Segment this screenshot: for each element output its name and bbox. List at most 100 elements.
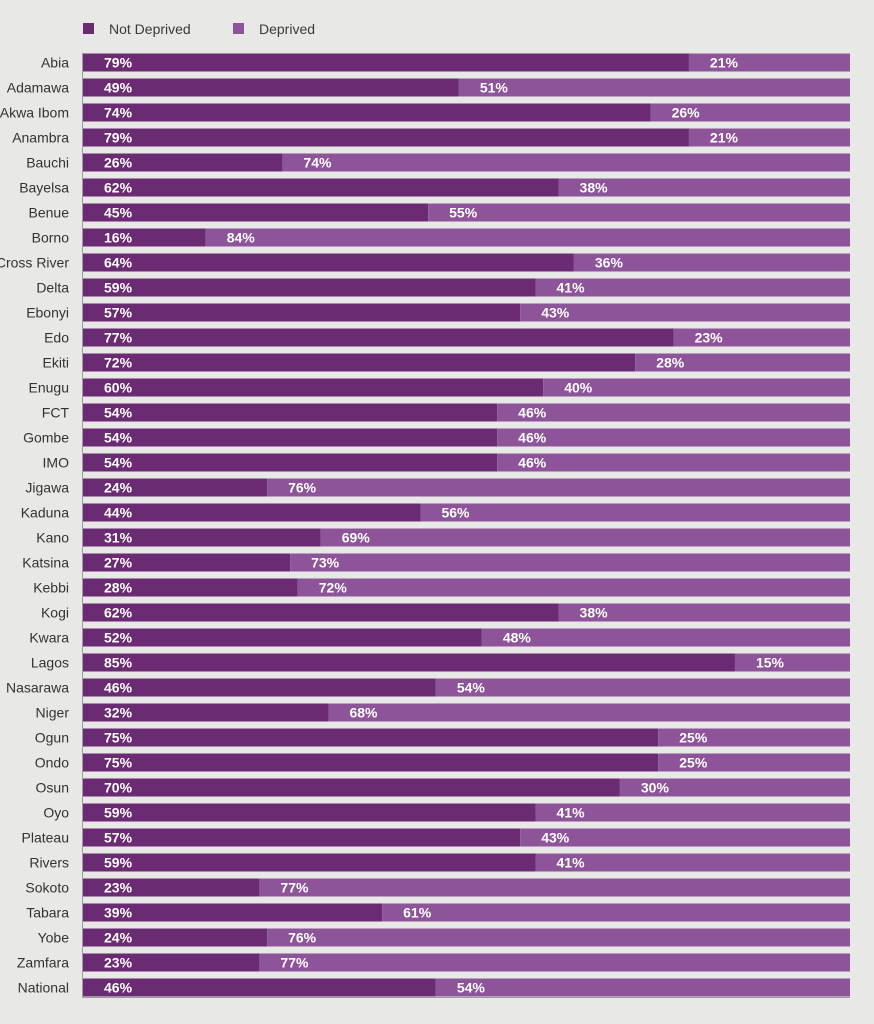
bar-deprived-kwara xyxy=(481,628,850,647)
value-label-not-deprived-zamfara: 23% xyxy=(104,955,133,971)
bar-deprived-edo xyxy=(673,328,850,347)
value-label-not-deprived-borno: 16% xyxy=(104,230,133,246)
legend-swatch-not-deprived xyxy=(83,23,94,34)
value-label-not-deprived-benue: 45% xyxy=(104,205,133,221)
category-label-ondo: Ondo xyxy=(35,755,69,771)
value-label-not-deprived-enugu: 60% xyxy=(104,380,133,396)
value-label-not-deprived-kebbi: 28% xyxy=(104,580,133,596)
value-label-not-deprived-ebonyi: 57% xyxy=(104,305,133,321)
legend: Not Deprived Deprived xyxy=(83,21,315,37)
value-label-not-deprived-imo: 54% xyxy=(104,455,133,471)
value-label-deprived-kogi: 38% xyxy=(580,605,609,621)
bar-deprived-akwa-ibom xyxy=(650,103,850,122)
value-label-deprived-ogun: 25% xyxy=(679,730,708,746)
value-label-not-deprived-niger: 32% xyxy=(104,705,133,721)
bar-deprived-borno xyxy=(205,228,851,247)
category-label-katsina: Katsina xyxy=(22,555,69,571)
bar-not-deprived-abia xyxy=(83,53,689,72)
value-label-not-deprived-delta: 59% xyxy=(104,280,133,296)
value-label-not-deprived-rivers: 59% xyxy=(104,855,133,871)
value-label-not-deprived-oyo: 59% xyxy=(104,805,133,821)
category-label-tabara: Tabara xyxy=(26,905,69,921)
value-label-deprived-edo: 23% xyxy=(695,330,724,346)
legend-label-not-deprived: Not Deprived xyxy=(109,21,191,37)
category-label-kaduna: Kaduna xyxy=(21,505,69,521)
value-label-deprived-imo: 46% xyxy=(518,455,547,471)
bar-not-deprived-rivers xyxy=(83,853,536,872)
bar-not-deprived-kano xyxy=(83,528,321,547)
bar-deprived-anambra xyxy=(688,128,850,147)
bar-not-deprived-adamawa xyxy=(83,78,459,97)
value-label-deprived-borno: 84% xyxy=(227,230,256,246)
value-label-not-deprived-osun: 70% xyxy=(104,780,133,796)
value-label-not-deprived-jigawa: 24% xyxy=(104,480,133,496)
bar-deprived-benue xyxy=(428,203,850,222)
value-label-not-deprived-ogun: 75% xyxy=(104,730,133,746)
bar-not-deprived-kaduna xyxy=(83,503,421,522)
bar-deprived-delta xyxy=(535,278,850,297)
bar-not-deprived-ogun xyxy=(83,728,659,747)
bar-not-deprived-bayelsa xyxy=(83,178,559,197)
bar-deprived-kano xyxy=(320,528,850,547)
bar-not-deprived-sokoto xyxy=(83,878,260,897)
bar-deprived-zamfara xyxy=(259,953,850,972)
bar-deprived-yobe xyxy=(267,928,851,947)
bar-not-deprived-yobe xyxy=(83,928,268,947)
bar-deprived-bauchi xyxy=(282,153,850,172)
value-label-deprived-benue: 55% xyxy=(449,205,478,221)
bar-not-deprived-zamfara xyxy=(83,953,260,972)
bar-not-deprived-plateau xyxy=(83,828,521,847)
bar-not-deprived-ondo xyxy=(83,753,659,772)
category-label-ebonyi: Ebonyi xyxy=(26,305,69,321)
value-label-deprived-kaduna: 56% xyxy=(441,505,470,521)
legend-swatch-deprived xyxy=(233,23,244,34)
bar-deprived-katsina xyxy=(290,553,851,572)
category-label-adamawa: Adamawa xyxy=(7,80,69,96)
value-label-deprived-kano: 69% xyxy=(342,530,371,546)
bar-not-deprived-kogi xyxy=(83,603,559,622)
bar-deprived-kogi xyxy=(558,603,850,622)
category-label-bayelsa: Bayelsa xyxy=(19,180,69,196)
bar-deprived-enugu xyxy=(543,378,850,397)
value-label-not-deprived-katsina: 27% xyxy=(104,555,133,571)
value-label-not-deprived-abia: 79% xyxy=(104,55,133,71)
bar-deprived-national xyxy=(435,978,850,997)
bar-deprived-plateau xyxy=(520,828,850,847)
category-label-ekiti: Ekiti xyxy=(43,355,69,371)
value-label-deprived-jigawa: 76% xyxy=(288,480,317,496)
bar-deprived-ondo xyxy=(658,753,850,772)
category-label-kebbi: Kebbi xyxy=(33,580,69,596)
legend-label-deprived: Deprived xyxy=(259,21,315,37)
value-label-not-deprived-tabara: 39% xyxy=(104,905,133,921)
bar-not-deprived-cross-river xyxy=(83,253,574,272)
category-label-edo: Edo xyxy=(44,330,69,346)
bar-deprived-jigawa xyxy=(267,478,851,497)
bar-not-deprived-ebonyi xyxy=(83,303,521,322)
value-label-deprived-kebbi: 72% xyxy=(319,580,348,596)
bar-deprived-niger xyxy=(328,703,850,722)
category-label-osun: Osun xyxy=(36,780,69,796)
value-label-deprived-tabara: 61% xyxy=(403,905,432,921)
bar-not-deprived-edo xyxy=(83,328,674,347)
value-label-deprived-cross-river: 36% xyxy=(595,255,624,271)
category-label-yobe: Yobe xyxy=(38,930,70,946)
bar-deprived-ogun xyxy=(658,728,850,747)
bar-deprived-sokoto xyxy=(259,878,850,897)
value-label-not-deprived-yobe: 24% xyxy=(104,930,133,946)
value-label-deprived-sokoto: 77% xyxy=(280,880,309,896)
value-label-deprived-anambra: 21% xyxy=(710,130,739,146)
value-label-deprived-lagos: 15% xyxy=(756,655,785,671)
value-label-deprived-bauchi: 74% xyxy=(303,155,332,171)
category-label-bauchi: Bauchi xyxy=(26,155,69,171)
category-label-borno: Borno xyxy=(32,230,70,246)
bar-deprived-rivers xyxy=(535,853,850,872)
bar-not-deprived-niger xyxy=(83,703,329,722)
category-label-kwara: Kwara xyxy=(29,630,69,646)
category-label-nasarawa: Nasarawa xyxy=(6,680,69,696)
bar-not-deprived-national xyxy=(83,978,436,997)
value-label-not-deprived-cross-river: 64% xyxy=(104,255,133,271)
value-label-deprived-nasarawa: 54% xyxy=(457,680,486,696)
category-label-oyo: Oyo xyxy=(43,805,69,821)
value-label-deprived-zamfara: 77% xyxy=(280,955,309,971)
category-label-cross-river: Cross River xyxy=(0,255,69,271)
